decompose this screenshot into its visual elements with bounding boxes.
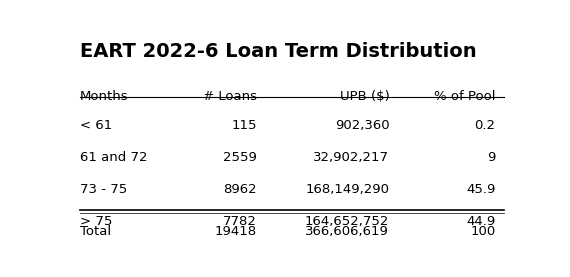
- Text: 902,360: 902,360: [335, 119, 389, 132]
- Text: 366,606,619: 366,606,619: [306, 225, 389, 238]
- Text: Months: Months: [80, 90, 129, 103]
- Text: 32,902,217: 32,902,217: [314, 151, 389, 163]
- Text: 45.9: 45.9: [466, 183, 495, 196]
- Text: > 75: > 75: [80, 214, 112, 227]
- Text: 19418: 19418: [215, 225, 256, 238]
- Text: 168,149,290: 168,149,290: [306, 183, 389, 196]
- Text: 164,652,752: 164,652,752: [305, 214, 389, 227]
- Text: 115: 115: [231, 119, 256, 132]
- Text: Total: Total: [80, 225, 111, 238]
- Text: UPB ($): UPB ($): [340, 90, 389, 103]
- Text: EART 2022-6 Loan Term Distribution: EART 2022-6 Loan Term Distribution: [80, 42, 477, 61]
- Text: 8962: 8962: [223, 183, 256, 196]
- Text: 0.2: 0.2: [474, 119, 495, 132]
- Text: 61 and 72: 61 and 72: [80, 151, 148, 163]
- Text: < 61: < 61: [80, 119, 112, 132]
- Text: 100: 100: [470, 225, 495, 238]
- Text: % of Pool: % of Pool: [434, 90, 495, 103]
- Text: 44.9: 44.9: [466, 214, 495, 227]
- Text: 7782: 7782: [223, 214, 256, 227]
- Text: 2559: 2559: [223, 151, 256, 163]
- Text: 9: 9: [487, 151, 495, 163]
- Text: 73 - 75: 73 - 75: [80, 183, 127, 196]
- Text: # Loans: # Loans: [203, 90, 256, 103]
